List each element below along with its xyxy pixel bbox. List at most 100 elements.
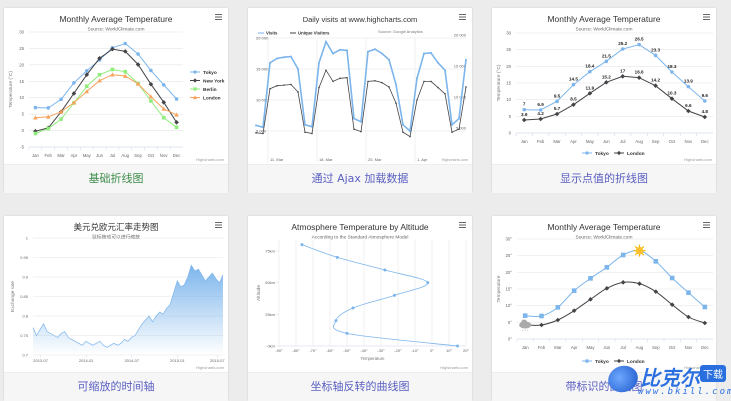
data-point [637,42,641,47]
data-point [332,52,334,55]
data-point [311,125,313,128]
card-ajax-loaded[interactable]: Daily visits at www.highcharts.com Source… [248,8,472,193]
y-tick-label: 0.7 [22,353,28,358]
series-line [255,39,467,133]
legend-item[interactable]: Tokyo [582,359,609,365]
y-tick-label: 15 [506,81,511,86]
series-line [35,68,177,134]
data-point [637,281,642,286]
chart-menu-icon[interactable] [703,14,710,20]
data-point [318,61,320,64]
data-point [353,128,355,130]
card-symbols[interactable]: Monthly Average Temperature Source: World… [492,216,716,401]
legend-item[interactable]: Berlin [190,87,217,93]
legend-label: New York [203,78,225,84]
data-point [458,128,460,130]
data-point [426,281,430,285]
legend-item[interactable]: Unique Visitors [290,31,330,36]
data-point [409,135,411,138]
data-point [255,124,257,127]
data-point [123,41,128,46]
data-point [636,75,642,80]
data-point [46,126,51,131]
data-label: 5.7 [554,106,561,111]
data-point [653,259,659,264]
x-tick-label: -80° [292,348,300,353]
legend-item[interactable]: Tokyo [190,70,217,76]
data-point [290,83,292,86]
card-caption[interactable]: 基础折线图 [4,164,228,193]
x-tick-label: -60° [326,348,334,353]
card-caption[interactable]: 坐标轴反转的曲线图 [248,372,472,401]
card-data-labels[interactable]: Monthly Average Temperature Source: World… [492,8,716,193]
data-point [135,62,141,67]
legend-item[interactable]: Tokyo [582,151,609,157]
card-caption[interactable]: 可缩放的时间轴 [4,372,228,401]
data-point [59,117,63,121]
data-point [571,308,577,313]
series-tokyo: 7 6.9 9.5 14.5 18.4 21.5 25.2 26.5 23.3 18.3 13.9 9… [522,37,708,112]
series-visits [255,39,467,133]
svg-text:* * *: * * * [522,328,529,333]
x-tick-label: 10° [446,348,452,353]
data-point [335,255,339,259]
data-point [255,132,257,134]
chart-menu-icon[interactable] [459,222,466,228]
card-zoomable-time[interactable]: 美元兑欧元汇率走势图 鼠标拖动可以进行缩放 Highcharts.com 0.7 0.7… [4,216,228,401]
legend-item[interactable]: New York [190,78,225,84]
x-tick-label: 2014-07 [124,358,139,363]
card-caption[interactable]: 显示点值的折线图 [492,164,716,193]
legend-item[interactable]: London [614,359,645,365]
chart-credits: Highcharts.com [684,365,712,370]
data-label: 18.4 [585,64,594,69]
data-point [416,77,418,80]
x-tick-label: Jul [110,153,116,158]
data-label: 15.2 [602,74,611,79]
data-point [346,76,348,79]
x-tick-label: Jun [603,345,611,350]
chart-menu-icon[interactable] [215,14,222,20]
data-point [430,80,432,83]
x-tick-label: Jun [96,153,104,158]
y-tick-label: 25km [265,312,275,317]
data-point [374,48,376,51]
x-tick-label: 18. Mar [319,157,333,162]
data-label: 9.6 [702,93,709,98]
data-point [409,130,411,132]
chart-menu-icon[interactable] [215,222,222,228]
data-point [620,74,626,79]
chart-menu-icon[interactable] [459,14,466,20]
data-point [269,61,271,64]
card-caption[interactable]: 带标识的曲线图 [492,372,716,401]
data-point [381,81,383,84]
y-tick-label: 20° [506,270,513,275]
data-point [148,94,154,99]
series-new-york [33,46,179,134]
y-axis-title: Exchange rate [10,281,16,312]
x-tick-label: 2014-01 [79,358,94,363]
x-tick-label: -90° [275,348,283,353]
y-tick-label-left: 20 000 [256,36,269,41]
y-tick-label: 10° [506,303,513,308]
data-point [367,50,369,53]
chart-menu-icon[interactable] [703,222,710,228]
data-point [334,319,338,323]
x-tick-label: 2015-01 [170,358,185,363]
y-tick-label: 25 [506,47,511,52]
chart-subtitle: Source: Google Analytics [378,29,423,34]
data-point [174,120,179,125]
card-caption[interactable]: 通过 Ajax 加载数据 [248,164,472,193]
data-point [538,108,543,112]
x-tick-label: Nov [685,345,693,350]
legend-item[interactable]: London [614,151,645,157]
chart-title: 美元兑欧元汇率走势图 [73,222,158,232]
card-inverted-axes[interactable]: Atmosphere Temperature by Altitude Accord… [248,216,472,401]
data-point [46,106,51,110]
series-line [35,74,177,119]
legend-item[interactable]: Visits [258,31,278,36]
legend-item[interactable]: London [190,95,221,101]
data-point [283,56,285,59]
card-basic-line[interactable]: Monthly Average Temperature Source: World… [4,8,228,193]
legend-marker [585,359,589,363]
